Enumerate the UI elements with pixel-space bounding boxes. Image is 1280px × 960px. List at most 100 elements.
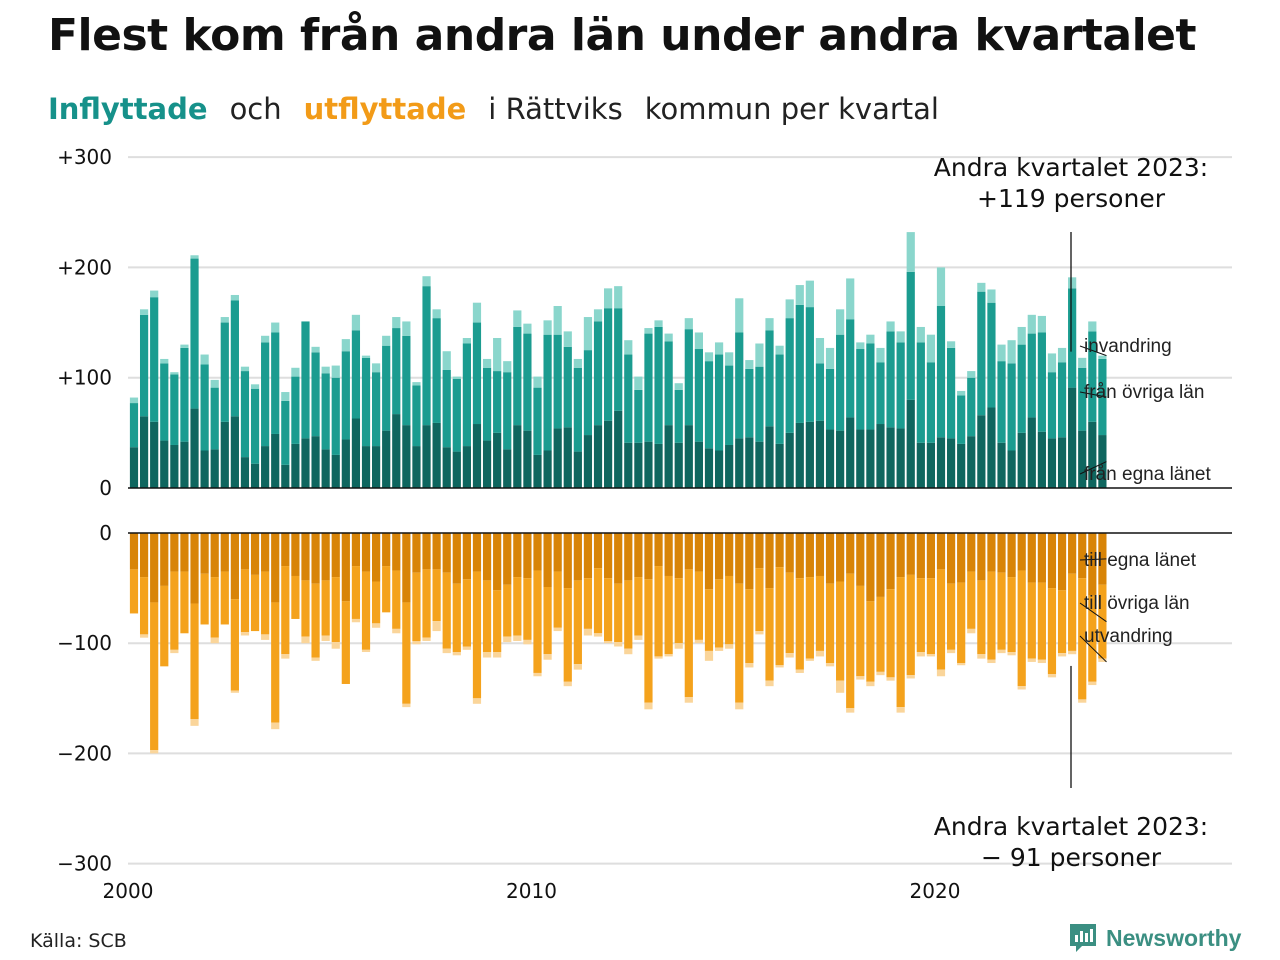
bar-in-segment	[392, 317, 401, 329]
bar-out-segment	[664, 533, 673, 576]
bar-in-segment	[331, 454, 340, 488]
bar-in-segment	[825, 429, 835, 488]
subtitle-i: i	[488, 92, 497, 126]
bar-in-segment	[543, 320, 552, 335]
newsworthy-logo-icon	[1070, 924, 1096, 952]
bar-out-segment	[341, 533, 350, 602]
x-tick-label: 2020	[910, 879, 961, 903]
bar-in-segment	[815, 363, 825, 421]
bar-in-segment	[704, 361, 714, 449]
bar-out-segment	[311, 657, 320, 661]
y-tick-label-top: 0	[99, 476, 112, 500]
series-label-bottom: utvandring	[1084, 626, 1173, 647]
bar-out-segment	[1057, 590, 1067, 654]
bar-out-segment	[755, 631, 764, 635]
bar-out-segment	[150, 750, 159, 754]
bar-out-segment	[735, 702, 744, 710]
bar-in-segment	[139, 416, 149, 488]
bar-in-segment	[553, 334, 562, 429]
bar-out-segment	[886, 589, 895, 678]
bar-out-segment	[936, 569, 946, 670]
bar-out-segment	[341, 601, 350, 684]
bar-in-segment	[180, 344, 189, 348]
bar-in-segment	[382, 345, 391, 431]
bar-in-segment	[997, 361, 1006, 443]
bar-out-segment	[654, 656, 663, 659]
bar-in-segment	[210, 449, 219, 488]
bar-in-segment	[1078, 430, 1087, 488]
bar-out-segment	[593, 533, 603, 569]
bar-in-segment	[543, 450, 552, 488]
y-tick-label-top: +200	[57, 255, 112, 279]
bar-out-segment	[432, 533, 441, 570]
subtitle-och: och	[229, 92, 282, 126]
bar-in-segment	[472, 302, 482, 323]
bar-out-segment	[684, 697, 693, 703]
bar-in-segment	[664, 425, 673, 488]
series-label-top: från övriga län	[1084, 382, 1204, 403]
bar-out-segment	[997, 572, 1006, 650]
series-label-leader	[1079, 461, 1107, 475]
bar-in-segment	[654, 326, 663, 444]
chart-title: Flest kom från andra län under andra kva…	[48, 10, 1197, 61]
bar-out-segment	[503, 584, 512, 637]
bar-out-segment	[795, 669, 804, 673]
bar-in-segment	[684, 318, 693, 330]
bar-in-segment	[775, 443, 784, 488]
bar-in-segment	[1057, 437, 1067, 488]
bar-in-segment	[291, 376, 300, 444]
bar-out-segment	[129, 533, 139, 570]
bar-in-segment	[644, 441, 653, 488]
bar-in-segment	[997, 344, 1006, 362]
bar-in-segment	[170, 372, 179, 375]
bar-out-segment	[311, 583, 320, 658]
bar-in-segment	[765, 426, 774, 488]
bar-out-segment	[432, 569, 441, 622]
bar-in-segment	[775, 345, 784, 355]
bar-in-segment	[745, 437, 754, 488]
bar-out-segment	[856, 676, 865, 680]
bar-out-segment	[755, 568, 764, 632]
bar-out-segment	[523, 533, 532, 579]
bar-in-segment	[523, 333, 532, 431]
bar-in-segment	[987, 407, 996, 488]
bar-out-segment	[765, 588, 774, 681]
bar-in-segment	[150, 290, 159, 298]
bar-in-segment	[926, 362, 936, 443]
bar-out-segment	[382, 533, 391, 567]
bar-out-segment	[472, 571, 482, 699]
subtitle-per: per	[780, 92, 829, 126]
bar-in-segment	[493, 432, 502, 488]
bar-in-segment	[281, 400, 290, 465]
bar-in-segment	[311, 436, 320, 488]
bar-in-segment	[160, 363, 169, 441]
bar-out-segment	[462, 579, 471, 647]
bar-in-segment	[240, 371, 250, 458]
bar-out-segment	[150, 533, 159, 603]
bar-out-segment	[967, 571, 976, 629]
bar-out-segment	[1088, 533, 1097, 596]
bar-out-segment	[957, 533, 966, 583]
bar-in-segment	[583, 435, 593, 488]
bar-out-segment	[170, 533, 179, 572]
bar-out-segment	[1068, 533, 1077, 574]
bar-out-segment	[795, 533, 804, 579]
bar-out-segment	[714, 647, 724, 651]
bar-in-segment	[926, 334, 936, 363]
bar-out-segment	[644, 533, 653, 580]
bar-in-segment	[866, 429, 875, 488]
bar-in-segment	[271, 322, 280, 333]
bar-out-segment	[997, 649, 1006, 654]
bar-in-segment	[684, 425, 693, 488]
bar-out-segment	[210, 637, 219, 644]
bar-in-segment	[482, 440, 492, 488]
bar-in-segment	[946, 341, 956, 348]
bar-in-segment	[392, 328, 401, 415]
bar-out-segment	[301, 580, 310, 637]
bar-in-segment	[493, 337, 502, 372]
bar-out-segment	[957, 663, 966, 666]
bar-out-segment	[624, 648, 633, 655]
bar-in-segment	[1007, 363, 1016, 451]
subtitle-inflyttade: Inflyttade	[48, 92, 208, 126]
bar-out-segment	[836, 680, 845, 693]
